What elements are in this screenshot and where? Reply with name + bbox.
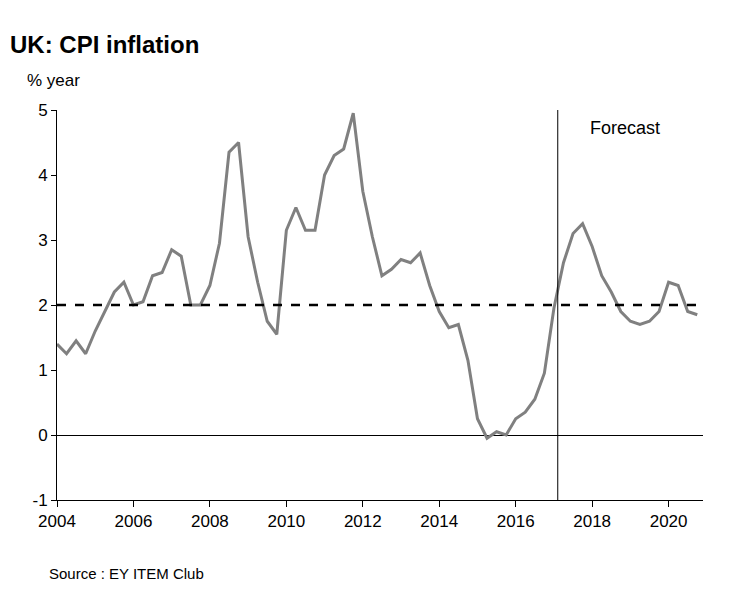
svg-text:2004: 2004	[38, 512, 76, 531]
svg-text:UK: CPI inflation: UK: CPI inflation	[10, 31, 199, 58]
svg-text:Forecast: Forecast	[590, 118, 660, 138]
svg-text:2010: 2010	[267, 512, 305, 531]
svg-text:4: 4	[38, 166, 47, 185]
svg-text:2018: 2018	[573, 512, 611, 531]
svg-text:2: 2	[38, 296, 47, 315]
svg-text:2020: 2020	[650, 512, 688, 531]
svg-text:Source : EY ITEM Club: Source : EY ITEM Club	[49, 565, 204, 582]
svg-text:% year: % year	[27, 71, 80, 90]
svg-text:2016: 2016	[497, 512, 535, 531]
svg-text:-1: -1	[32, 491, 47, 510]
svg-text:2014: 2014	[420, 512, 458, 531]
svg-text:3: 3	[38, 231, 47, 250]
svg-text:2012: 2012	[344, 512, 382, 531]
svg-text:1: 1	[38, 361, 47, 380]
svg-text:0: 0	[38, 426, 47, 445]
svg-text:2008: 2008	[191, 512, 229, 531]
svg-text:2006: 2006	[115, 512, 153, 531]
svg-text:5: 5	[38, 101, 47, 120]
